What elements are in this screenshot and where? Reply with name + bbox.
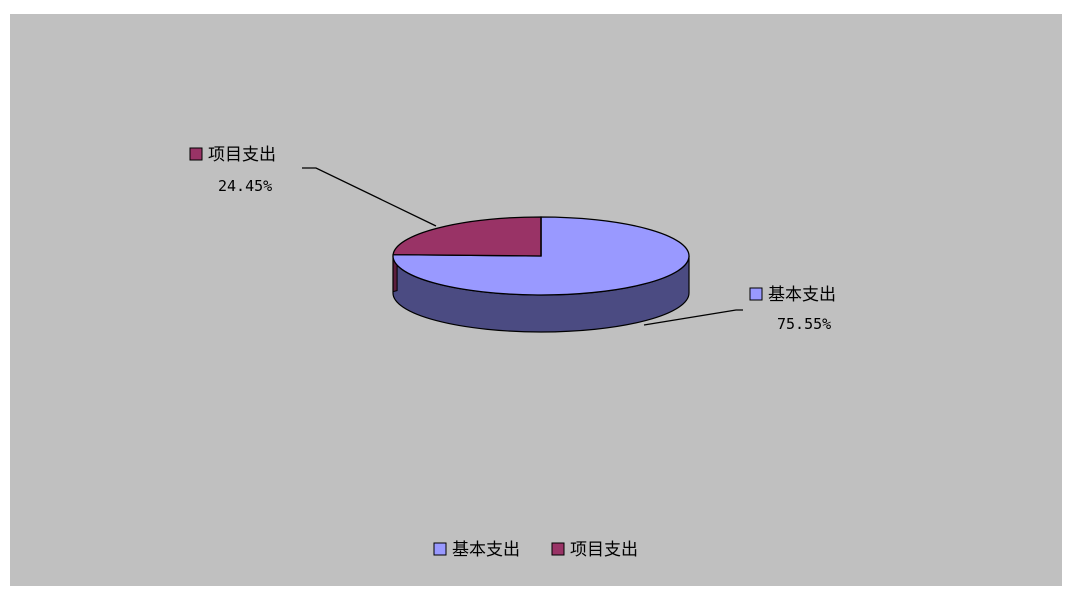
data-label-category-xiangmu: 项目支出 [208, 145, 276, 165]
legend: 基本支出 项目支出 [433, 540, 638, 560]
label-swatch-jiben [749, 287, 763, 301]
pie-chart: 项目支出 24.45% 基本支出 75.55% 基本支出 项目支出 [189, 145, 836, 560]
pie-slice-xiangmu [392, 216, 542, 257]
chart-area: 项目支出 24.45% 基本支出 75.55% 基本支出 项目支出 [10, 14, 1062, 586]
label-swatch-xiangmu [189, 147, 203, 161]
pie-slices [392, 216, 690, 333]
legend-swatch-xiangmu [551, 542, 565, 556]
legend-label-jiben: 基本支出 [452, 540, 520, 560]
data-label-category-jiben: 基本支出 [768, 285, 836, 305]
legend-swatch-jiben [433, 542, 447, 556]
data-label-value-xiangmu: 24.45% [218, 177, 272, 195]
leader-line-xiangmu [302, 167, 437, 227]
data-label-value-jiben: 75.55% [777, 315, 831, 333]
leader-line-jiben [643, 309, 743, 326]
legend-label-xiangmu: 项目支出 [570, 540, 638, 560]
